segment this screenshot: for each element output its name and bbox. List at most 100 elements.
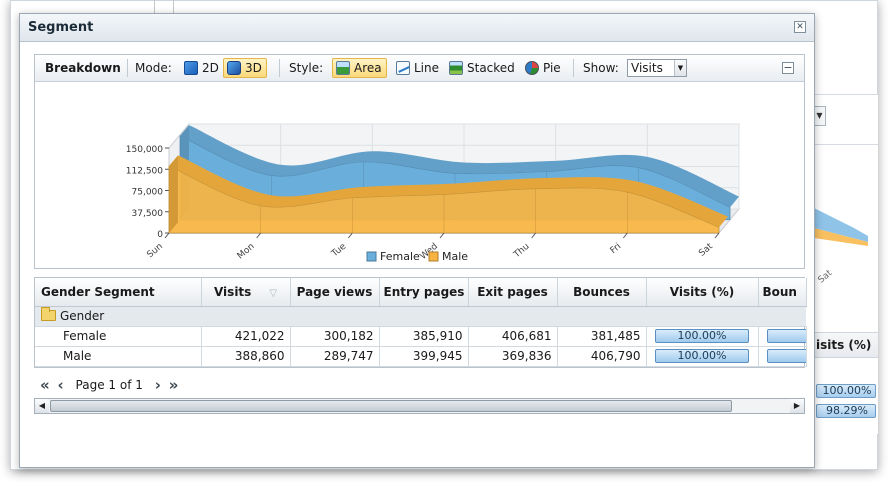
style-pie-button[interactable]: Pie bbox=[521, 58, 566, 78]
chevron-down-icon: ▼ bbox=[674, 60, 686, 76]
x-tick-label: Mon bbox=[236, 242, 257, 262]
style-stacked-label: Stacked bbox=[467, 61, 515, 75]
style-area-label: Area bbox=[354, 61, 382, 75]
column-header-entry-pages[interactable]: Entry pages bbox=[379, 278, 469, 307]
y-tick-label: 37,500 bbox=[132, 209, 164, 219]
cell-entry-pages: 399,945 bbox=[379, 346, 469, 367]
y-tick-label: 112,500 bbox=[126, 166, 163, 176]
legend-swatch-male bbox=[428, 251, 439, 262]
cell-visits: 421,022 bbox=[201, 326, 291, 347]
column-header-visits-pct[interactable]: Visits (%) bbox=[646, 278, 759, 307]
cell-bounces: 381,485 bbox=[557, 326, 647, 347]
x-tick-label: Fri bbox=[609, 242, 624, 257]
x-tick-label: Tue bbox=[329, 241, 348, 259]
scroll-right-icon[interactable]: ▶ bbox=[790, 399, 804, 413]
table-row[interactable]: Female 421,022 300,182 385,910 406,681 3… bbox=[35, 326, 807, 347]
background-dropdown-arrow: ▼ bbox=[814, 106, 826, 126]
scroll-left-icon[interactable]: ◀ bbox=[35, 399, 49, 413]
sort-desc-icon[interactable]: ▽ bbox=[269, 287, 278, 299]
style-pie-label: Pie bbox=[543, 61, 561, 75]
chart-toolbar: Breakdown Mode: 2D 3D Style: Area Line S… bbox=[35, 55, 804, 82]
background-progress-bar: 100.00% bbox=[816, 384, 876, 398]
cell-segment-name: Female bbox=[35, 326, 202, 347]
horizontal-scrollbar[interactable]: ◀ ▶ bbox=[34, 398, 805, 414]
dialog-title: Segment bbox=[28, 20, 94, 35]
chart-panel: Breakdown Mode: 2D 3D Style: Area Line S… bbox=[34, 54, 805, 269]
first-page-icon[interactable]: « bbox=[40, 376, 50, 394]
cell-visits-pct: 100.00% bbox=[646, 346, 759, 367]
bounce-pct-bar: 90 bbox=[766, 329, 805, 343]
cell-exit-pages: 369,836 bbox=[468, 346, 558, 367]
page-indicator: Page 1 of 1 bbox=[75, 378, 143, 392]
style-area-button[interactable]: Area bbox=[332, 58, 387, 78]
pie-chart-icon bbox=[525, 61, 539, 75]
x-tick-label: Thu bbox=[511, 242, 531, 261]
mode-3d-label: 3D bbox=[245, 61, 262, 75]
x-tick-mark bbox=[347, 232, 353, 239]
bounce-pct-bar: 10 bbox=[766, 349, 805, 363]
column-header-visits-label: Visits bbox=[213, 284, 252, 299]
background-chart-fragment bbox=[814, 208, 868, 246]
show-dropdown-value: Visits bbox=[631, 61, 663, 75]
cell-bounces: 406,790 bbox=[557, 346, 647, 367]
background-divider bbox=[154, 0, 174, 14]
x-tick-mark bbox=[622, 232, 628, 239]
visits-pct-bar: 100.00% bbox=[655, 349, 749, 363]
next-page-icon[interactable]: › bbox=[154, 376, 161, 394]
folder-icon bbox=[41, 307, 56, 321]
scrollbar-thumb[interactable] bbox=[50, 400, 732, 412]
table-row[interactable]: Male 388,860 289,747 399,945 369,836 406… bbox=[35, 346, 807, 367]
segment-grid: Gender Segment Visits ▽ Page views Entry … bbox=[34, 277, 807, 368]
series-male-side bbox=[169, 155, 178, 233]
visits-pct-bar: 100.00% bbox=[655, 329, 749, 343]
previous-page-icon[interactable]: ‹ bbox=[57, 376, 64, 394]
group-row-gender[interactable]: Gender bbox=[35, 306, 806, 327]
group-label: Gender bbox=[60, 309, 105, 323]
cell-entry-pages: 385,910 bbox=[379, 326, 469, 347]
cell-page-views: 300,182 bbox=[290, 326, 380, 347]
background-progress-bar: 98.29% bbox=[816, 404, 876, 418]
column-header-page-views[interactable]: Page views bbox=[290, 278, 380, 307]
cell-segment-name: Male bbox=[35, 346, 202, 367]
legend-label-male: Male bbox=[442, 250, 468, 263]
x-tick-mark bbox=[164, 232, 170, 239]
x-tick-label: Sat bbox=[697, 241, 715, 258]
close-icon[interactable]: ✕ bbox=[794, 21, 806, 33]
show-dropdown[interactable]: Visits ▼ bbox=[627, 59, 687, 77]
x-tick-label: Sun bbox=[145, 242, 165, 261]
pager: « ‹ Page 1 of 1 › » bbox=[40, 376, 182, 394]
legend-swatch-female bbox=[366, 251, 377, 262]
legend-label-female: Female bbox=[380, 250, 420, 263]
mode-2d-button[interactable]: 2D bbox=[180, 58, 224, 78]
style-label: Style: bbox=[289, 61, 324, 75]
style-line-button[interactable]: Line bbox=[392, 58, 444, 78]
area-chart-icon bbox=[336, 61, 350, 75]
y-tick-label: 150,000 bbox=[126, 145, 163, 155]
mode-2d-icon bbox=[184, 61, 198, 75]
column-header-gender-segment[interactable]: Gender Segment bbox=[35, 278, 202, 307]
cell-bounce-pct: 10 bbox=[758, 346, 807, 367]
background-axis-label: Sat bbox=[816, 268, 835, 286]
cell-visits: 388,860 bbox=[201, 346, 291, 367]
column-header-bounces[interactable]: Bounces bbox=[557, 278, 647, 307]
dialog-title-bar: Segment ✕ bbox=[20, 14, 814, 42]
column-header-visits[interactable]: Visits ▽ bbox=[201, 278, 291, 307]
stacked-chart-icon bbox=[449, 61, 463, 75]
cell-visits-pct: 100.00% bbox=[646, 326, 759, 347]
mode-2d-label: 2D bbox=[202, 61, 219, 75]
column-header-bounce-pct[interactable]: Boun bbox=[758, 278, 807, 307]
mode-3d-button[interactable]: 3D bbox=[223, 58, 267, 78]
style-stacked-button[interactable]: Stacked bbox=[445, 58, 520, 78]
cell-bounce-pct: 90 bbox=[758, 326, 807, 347]
series-female-top-surface bbox=[180, 125, 739, 208]
background-panel: ▼ Sat isits (%) 100.00% 98.29% bbox=[814, 94, 878, 434]
style-line-label: Line bbox=[414, 61, 440, 75]
segment-dialog: Segment ✕ Breakdown Mode: 2D 3D Style: A… bbox=[19, 13, 815, 468]
mode-3d-icon bbox=[227, 61, 241, 75]
cell-exit-pages: 406,681 bbox=[468, 326, 558, 347]
collapse-icon[interactable]: − bbox=[782, 61, 794, 74]
series-male-top-surface bbox=[169, 155, 728, 228]
last-page-icon[interactable]: » bbox=[168, 376, 179, 394]
column-header-exit-pages[interactable]: Exit pages bbox=[468, 278, 558, 307]
